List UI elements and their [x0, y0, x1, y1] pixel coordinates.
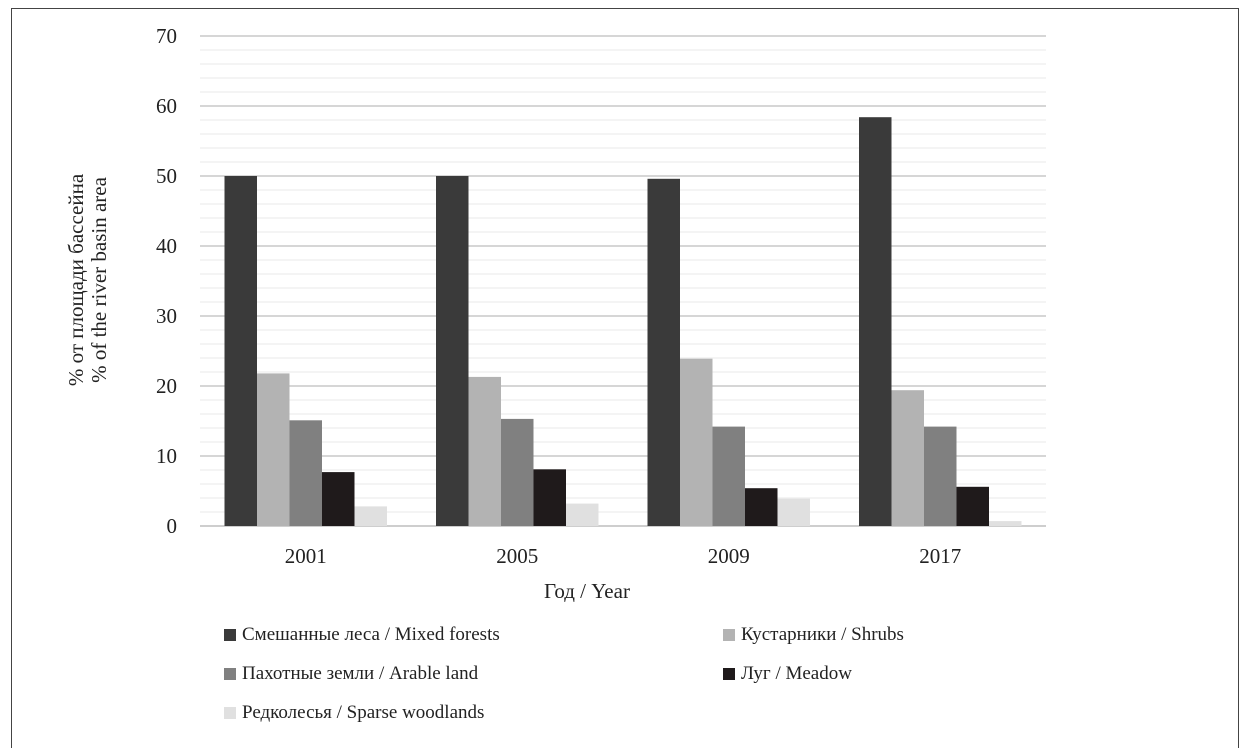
legend-item: Пахотные земли / Arable land [224, 663, 478, 685]
legend-swatch [224, 707, 236, 719]
legend-label: Смешанные леса / Mixed forests [242, 624, 500, 645]
legend-label: Кустарники / Shrubs [741, 624, 904, 645]
x-tick-label: 2001 [285, 544, 327, 568]
bar-2017-series-5 [989, 521, 1022, 526]
y-tick-labels: 0 10 20 30 40 50 60 70 [156, 24, 177, 538]
legend-swatch [224, 668, 236, 680]
y-tick-label: 60 [156, 94, 177, 118]
legend-item: Кустарники / Shrubs [723, 624, 904, 646]
y-tick-label: 40 [156, 234, 177, 258]
bar-2009-series-1 [647, 178, 680, 527]
y-tick-label: 0 [167, 514, 178, 538]
y-tick-label: 70 [156, 24, 177, 48]
bar-2001-series-4 [322, 472, 355, 526]
bar-2001-series-3 [289, 420, 322, 526]
y-tick-label: 30 [156, 304, 177, 328]
bar-2005-series-3 [501, 418, 534, 526]
bar-2017-series-2 [891, 390, 924, 526]
bar-2017-series-3 [924, 426, 957, 526]
x-tick-labels: 2001 2005 2009 2017 [285, 544, 962, 568]
bar-2001-series-5 [354, 506, 387, 526]
x-tick-label: 2009 [708, 544, 750, 568]
bar-2017-series-1 [859, 117, 892, 526]
bar-2001-series-2 [257, 373, 290, 526]
bar-2005-series-4 [533, 469, 566, 526]
legend-item: Луг / Meadow [723, 663, 852, 685]
legend-swatch [224, 629, 236, 641]
legend-item: Смешанные леса / Mixed forests [224, 624, 500, 646]
legend-label: Редколесья / Sparse woodlands [242, 702, 485, 723]
legend-swatch [723, 668, 735, 680]
bar-2005-series-1 [436, 176, 469, 526]
bar-2001-series-1 [224, 176, 257, 526]
bar-2005-series-2 [468, 376, 501, 526]
bar-2009-series-5 [777, 498, 810, 526]
x-axis-label: Год / Year [544, 579, 630, 603]
x-tick-label: 2005 [496, 544, 538, 568]
legend-item: Редколесья / Sparse woodlands [224, 702, 484, 724]
y-tick-label: 50 [156, 164, 177, 188]
x-tick-label: 2017 [919, 544, 961, 568]
bar-2009-series-3 [712, 426, 745, 526]
bar-2017-series-4 [956, 486, 989, 526]
y-tick-label: 10 [156, 444, 177, 468]
bar-2009-series-2 [680, 358, 713, 526]
legend-swatch [723, 629, 735, 641]
bars [224, 117, 1022, 527]
y-tick-label: 20 [156, 374, 177, 398]
legend-label: Пахотные земли / Arable land [242, 663, 479, 684]
bar-2005-series-5 [566, 503, 599, 526]
figure-frame [11, 8, 1239, 748]
legend-label: Луг / Meadow [741, 663, 852, 684]
bar-2009-series-4 [745, 488, 778, 526]
y-axis-label-line-2: % of the river basin area [87, 176, 111, 382]
y-axis-label-line-1: % от площади бассейна [64, 173, 88, 386]
